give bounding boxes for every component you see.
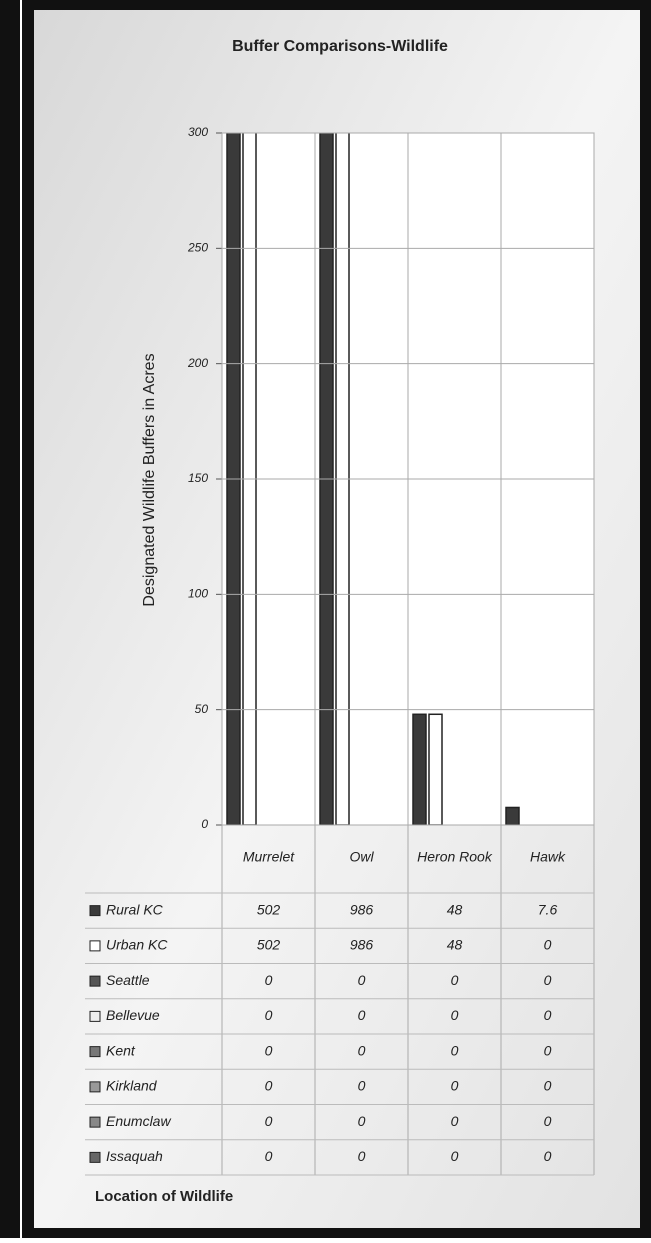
table-value: 0 — [544, 972, 552, 988]
legend-swatch — [89, 975, 101, 987]
table-value: 0 — [451, 1113, 459, 1129]
legend-label: Bellevue — [106, 1007, 160, 1023]
legend-swatch — [89, 1151, 101, 1163]
y-axis-label: Designated Wildlife Buffers in Acres — [141, 353, 158, 606]
y-tick-label: 50 — [195, 702, 209, 716]
bar — [505, 806, 520, 825]
legend-label: Urban KC — [106, 937, 168, 953]
y-tick-label: 0 — [201, 817, 208, 831]
x-tick-label: Owl — [349, 849, 374, 865]
y-tick-label: 100 — [188, 587, 208, 601]
legend-label: Rural KC — [106, 901, 164, 917]
table-value: 0 — [544, 1113, 552, 1129]
x-tick-label: Hawk — [530, 849, 566, 865]
x-axis-label: Location of Wildlife — [95, 1188, 233, 1205]
table-value: 48 — [447, 937, 463, 953]
chart-title: Buffer Comparisons-Wildlife — [232, 38, 448, 55]
table-value: 502 — [257, 901, 281, 917]
table-value: 0 — [265, 1042, 273, 1058]
table-value: 0 — [451, 1148, 459, 1164]
left-frame — [0, 0, 20, 1238]
legend-label: Seattle — [106, 972, 150, 988]
table-value: 0 — [544, 1148, 552, 1164]
table-value: 0 — [544, 1007, 552, 1023]
table-value: 0 — [451, 1042, 459, 1058]
table-value: 986 — [350, 901, 374, 917]
legend-label: Enumclaw — [106, 1113, 171, 1129]
table-value: 0 — [544, 937, 552, 953]
table-value: 0 — [358, 972, 366, 988]
legend-swatch — [89, 905, 101, 917]
y-tick-label: 300 — [188, 125, 208, 139]
y-tick-label: 250 — [187, 241, 208, 255]
table-value: 502 — [257, 937, 281, 953]
table-value: 0 — [358, 1078, 366, 1094]
table-value: 0 — [265, 972, 273, 988]
table-value: 0 — [544, 1042, 552, 1058]
table-value: 986 — [350, 937, 374, 953]
table-value: 0 — [358, 1148, 366, 1164]
table-value: 0 — [451, 1007, 459, 1023]
legend-label: Kent — [106, 1042, 136, 1058]
table-value: 0 — [451, 1078, 459, 1094]
y-tick-label: 200 — [187, 356, 208, 370]
table-value: 48 — [447, 901, 463, 917]
legend-swatch — [89, 1116, 101, 1128]
bar — [428, 713, 443, 825]
table-value: 0 — [265, 1113, 273, 1129]
table-value: 0 — [358, 1113, 366, 1129]
legend-swatch — [89, 1046, 101, 1058]
legend-label: Kirkland — [106, 1078, 158, 1094]
table-value: 0 — [265, 1078, 273, 1094]
table-value: 0 — [265, 1148, 273, 1164]
table-value: 0 — [265, 1007, 273, 1023]
table-value: 0 — [358, 1007, 366, 1023]
legend-swatch — [89, 1081, 101, 1093]
legend-swatch — [89, 1010, 101, 1022]
table-value: 7.6 — [538, 901, 558, 917]
x-tick-label: Heron Rook — [417, 849, 493, 865]
legend-label: Issaquah — [106, 1148, 163, 1164]
table-value: 0 — [451, 972, 459, 988]
table-value: 0 — [544, 1078, 552, 1094]
x-tick-label: Murrelet — [243, 849, 295, 865]
legend-swatch — [89, 940, 101, 952]
table-value: 0 — [358, 1042, 366, 1058]
bar — [412, 713, 427, 825]
y-tick-label: 150 — [188, 471, 208, 485]
